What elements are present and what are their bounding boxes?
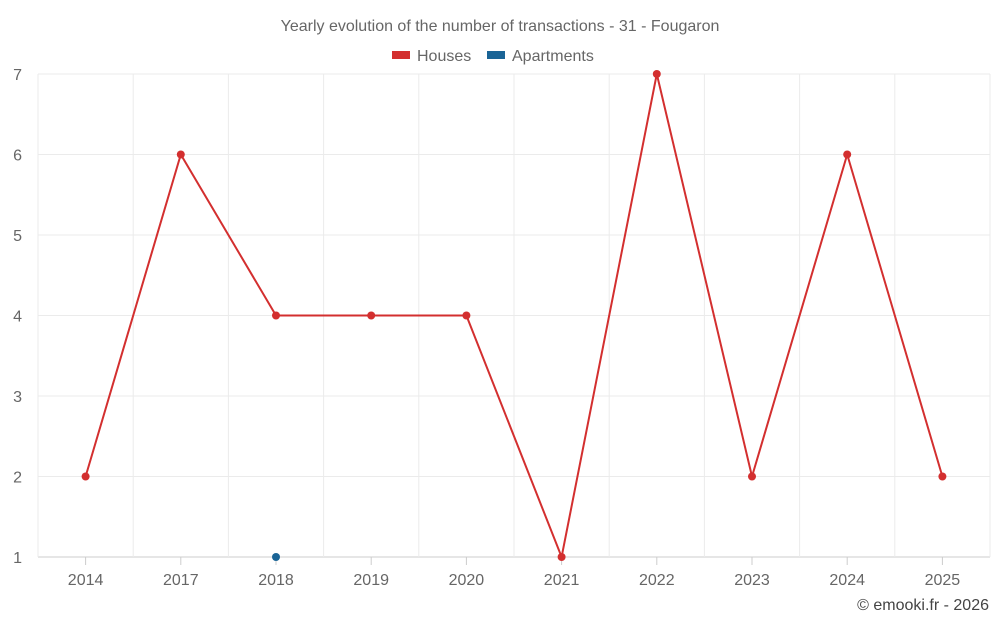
y-tick-label: 6	[13, 148, 22, 165]
y-tick-label: 1	[13, 550, 22, 567]
x-tick-label: 2014	[68, 572, 104, 589]
x-tick-label: 2023	[734, 572, 770, 589]
data-point-apartments[interactable]	[272, 553, 280, 561]
data-point-houses[interactable]	[748, 472, 756, 481]
chart-title: Yearly evolution of the number of transa…	[281, 18, 720, 35]
credit-text: © emooki.fr - 2026	[857, 597, 989, 614]
x-tick-label: 2021	[544, 572, 580, 589]
x-tick-label: 2017	[163, 572, 199, 589]
y-axis-ticks: 1 2 3 4 5 6 7	[13, 67, 22, 567]
x-tick-label: 2025	[925, 572, 961, 589]
y-tick-label: 2	[13, 470, 22, 487]
data-point-houses[interactable]	[652, 70, 661, 78]
series-layer	[81, 70, 947, 561]
data-point-houses[interactable]	[176, 150, 185, 159]
x-tick-label: 2019	[353, 572, 389, 589]
x-tick-label: 2018	[258, 572, 294, 589]
data-point-houses[interactable]	[843, 150, 852, 159]
data-point-houses[interactable]	[557, 553, 566, 561]
x-tick-label: 2022	[639, 572, 675, 589]
legend-label-houses: Houses	[417, 48, 471, 65]
y-tick-label: 4	[13, 309, 22, 326]
x-tick-label: 2020	[449, 572, 485, 589]
series-apartments	[272, 553, 280, 561]
legend-item-houses[interactable]: Houses	[392, 48, 471, 65]
legend-label-apartments: Apartments	[512, 48, 594, 65]
series-houses	[81, 70, 947, 561]
y-tick-label: 5	[13, 228, 22, 245]
data-point-houses[interactable]	[462, 311, 471, 320]
data-point-houses[interactable]	[367, 311, 376, 320]
x-axis-ticks: 2014 2017 2018 2019 2020 2021 2022 2023 2024 2025	[68, 557, 960, 589]
legend-item-apartments[interactable]: Apartments	[487, 48, 594, 65]
x-tick-label: 2024	[829, 572, 865, 589]
legend-swatch-apartments	[487, 51, 505, 59]
data-point-houses[interactable]	[81, 472, 90, 481]
data-point-houses[interactable]	[938, 472, 947, 481]
legend-swatch-houses	[392, 51, 410, 59]
series-line-houses	[84, 73, 944, 561]
y-tick-label: 3	[13, 389, 22, 406]
legend: Houses Apartments	[392, 48, 594, 65]
data-point-houses[interactable]	[272, 311, 280, 320]
y-tick-label: 7	[13, 67, 22, 84]
